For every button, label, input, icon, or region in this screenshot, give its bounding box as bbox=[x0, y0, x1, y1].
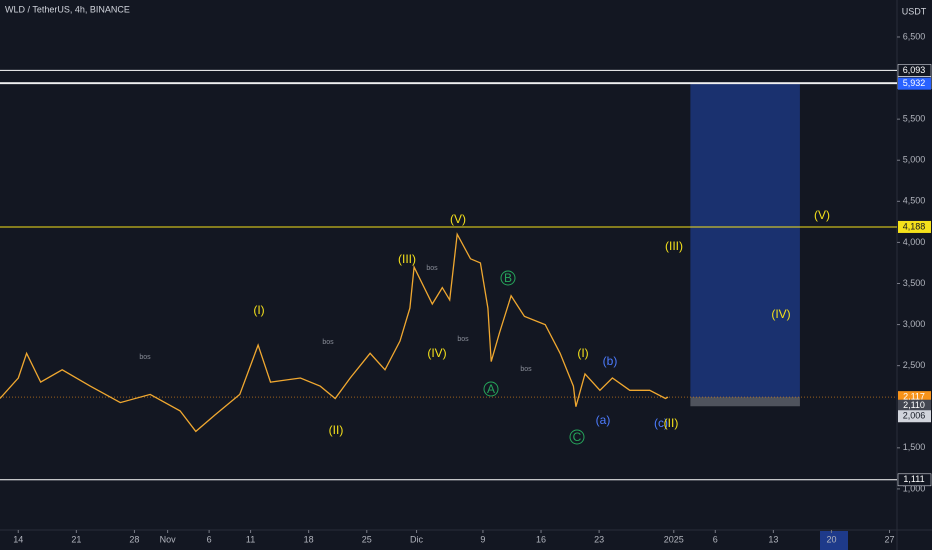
wave-label: (III) bbox=[398, 252, 416, 266]
wave-label: (II) bbox=[664, 416, 679, 430]
price-badge: 2,110 bbox=[903, 400, 925, 410]
level-badge: 4,188 bbox=[903, 221, 926, 231]
currency: USDT bbox=[902, 6, 927, 16]
wave-label: (b) bbox=[603, 354, 618, 368]
level-badge-bg bbox=[898, 220, 931, 233]
wave-label: B bbox=[504, 271, 512, 285]
x-tick-label: 11 bbox=[246, 534, 255, 544]
structure-label: bos bbox=[520, 366, 532, 373]
time-highlight bbox=[820, 531, 848, 550]
level-badge: 5,932 bbox=[903, 78, 926, 88]
y-tick-label: 1,000 bbox=[903, 483, 926, 493]
wave-label: (V) bbox=[450, 212, 466, 226]
level-badge-bg bbox=[897, 473, 932, 487]
x-tick-label: 23 bbox=[594, 534, 604, 544]
wave-label: (V) bbox=[814, 208, 830, 222]
stop-zone bbox=[690, 397, 800, 407]
x-tick-label: 20 bbox=[826, 534, 836, 544]
y-tick-label: 6,500 bbox=[903, 31, 926, 41]
last-price-badge: 2,117 bbox=[903, 392, 925, 402]
x-tick-label: 6 bbox=[207, 534, 212, 544]
y-tick-label: 5,000 bbox=[903, 155, 926, 165]
x-tick-label: Nov bbox=[160, 534, 177, 544]
price-badge-bg bbox=[898, 399, 931, 412]
wave-label: (a) bbox=[596, 413, 611, 427]
x-tick-label: 27 bbox=[885, 534, 895, 544]
structure-label: bos bbox=[322, 339, 334, 346]
x-tick-label: 14 bbox=[13, 534, 23, 544]
structure-label: bos bbox=[426, 265, 438, 272]
wave-label: A bbox=[487, 382, 495, 396]
price-badge: 2,006 bbox=[903, 411, 926, 421]
wave-label: (II) bbox=[329, 423, 344, 437]
x-tick-label: 6 bbox=[713, 534, 718, 544]
level-badge: 6,093 bbox=[903, 65, 926, 75]
y-tick-label: 4,000 bbox=[903, 237, 926, 247]
x-tick-label: 25 bbox=[362, 534, 372, 544]
level-badge: 1,111 bbox=[903, 474, 924, 484]
structure-label: bos bbox=[139, 354, 151, 361]
y-tick-label: 3,000 bbox=[903, 319, 926, 329]
y-tick-label: 2,500 bbox=[903, 360, 926, 370]
x-tick-label: 28 bbox=[129, 534, 139, 544]
price-line bbox=[0, 232, 669, 433]
wave-label: (IV) bbox=[427, 346, 446, 360]
level-badge-bg bbox=[898, 77, 931, 90]
x-tick-label: 9 bbox=[480, 534, 485, 544]
x-tick-label: 2025 bbox=[664, 534, 684, 544]
wave-label: (I) bbox=[577, 346, 588, 360]
wave-label: (I) bbox=[253, 303, 264, 317]
x-tick-label: Dic bbox=[410, 534, 423, 544]
wave-label: (c) bbox=[654, 416, 668, 430]
level-badge-bg bbox=[897, 64, 932, 77]
y-tick-label: 5,500 bbox=[903, 114, 926, 124]
wave-label: C bbox=[573, 430, 582, 444]
x-tick-label: 13 bbox=[768, 534, 778, 544]
wave-label: (III) bbox=[665, 239, 683, 253]
wave-circle bbox=[483, 381, 499, 397]
symbol-title: WLD / TetherUS, 4h, BINANCE bbox=[5, 4, 130, 14]
x-tick-label: 21 bbox=[71, 534, 81, 544]
structure-label: bos bbox=[457, 336, 469, 343]
wave-circle bbox=[569, 429, 585, 445]
target-zone bbox=[690, 83, 800, 398]
price-badge-bg bbox=[898, 410, 931, 423]
wave-circle bbox=[500, 270, 516, 286]
y-tick-label: 4,500 bbox=[903, 196, 926, 206]
x-tick-label: 16 bbox=[536, 534, 546, 544]
y-tick-label: 3,500 bbox=[903, 278, 926, 288]
x-tick-label: 18 bbox=[304, 534, 314, 544]
wave-label: (IV) bbox=[771, 307, 790, 321]
y-tick-label: 1,500 bbox=[903, 442, 926, 452]
